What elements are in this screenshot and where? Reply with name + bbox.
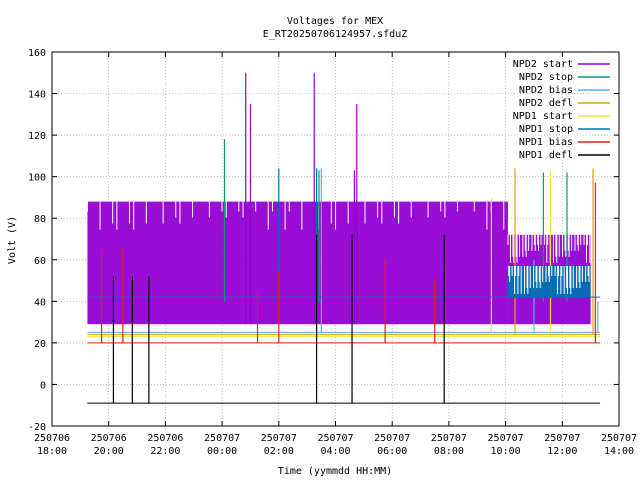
legend-label: NPD1 bias: [519, 137, 573, 148]
series-npd1-defl: [87, 234, 601, 404]
legend-label: NPD2 start: [513, 59, 573, 70]
series-npd2-start: [86, 72, 591, 325]
x-axis-label: Time (yymmdd HH:MM): [278, 466, 392, 477]
y-tick-label: 160: [28, 48, 46, 59]
series-npd2-defl: [87, 168, 601, 336]
legend-label: NPD2 defl: [519, 98, 573, 109]
y-tick-label: -20: [28, 422, 46, 433]
legend-label: NPD1 start: [513, 111, 573, 122]
legend: NPD2 start NPD2 stop NPD2 bias NPD2 defl NPD…: [513, 59, 610, 161]
y-axis-label: Volt (V): [7, 216, 18, 264]
x-tick-label-date: 250707: [544, 433, 580, 444]
x-tick-label-date: 250707: [431, 433, 467, 444]
plot-data: [86, 72, 601, 404]
x-tick-label-date: 250707: [317, 433, 353, 444]
x-tick-label-time: 14:00: [604, 446, 634, 457]
y-tick-label: 60: [34, 256, 46, 267]
series-npd1-stop: [87, 168, 601, 298]
chart-subtitle: E_RT20250706124957.sfduZ: [263, 29, 408, 40]
x-tick-label-time: 00:00: [207, 446, 237, 457]
axis-ticks: -20 0 20 40 60 80 100 120 140 160 250706 18:00 25070…: [28, 48, 637, 457]
x-tick-label-time: 12:00: [547, 446, 577, 457]
y-tick-label: 0: [40, 380, 46, 391]
x-tick-label-time: 10:00: [491, 446, 521, 457]
x-tick-label-time: 22:00: [150, 446, 180, 457]
y-tick-label: 120: [28, 131, 46, 142]
legend-label: NPD2 stop: [519, 72, 573, 83]
x-tick-label-time: 02:00: [264, 446, 294, 457]
y-tick-label: 100: [28, 173, 46, 184]
y-tick-label: 20: [34, 339, 46, 350]
legend-label: NPD1 stop: [519, 124, 573, 135]
x-tick-label-date: 250707: [261, 433, 297, 444]
legend-label: NPD2 bias: [519, 85, 573, 96]
x-tick-label-time: 20:00: [94, 446, 124, 457]
x-tick-label-time: 08:00: [434, 446, 464, 457]
y-tick-label: 140: [28, 90, 46, 101]
x-tick-label-date: 250707: [601, 433, 637, 444]
x-tick-label-time: 18:00: [37, 446, 67, 457]
y-tick-label: 40: [34, 297, 46, 308]
x-tick-label-date: 250707: [374, 433, 410, 444]
x-tick-label-date: 250706: [91, 433, 127, 444]
chart-title: Voltages for MEX: [287, 16, 383, 27]
series-npd1-bias: [87, 182, 601, 344]
series-band: [87, 201, 508, 325]
x-tick-label-date: 250707: [488, 433, 524, 444]
series-npd1-start: [87, 170, 601, 338]
x-tick-label-date: 250706: [147, 433, 183, 444]
legend-label: NPD1 defl: [519, 150, 573, 161]
x-tick-label-date: 250706: [34, 433, 70, 444]
x-tick-label-time: 06:00: [377, 446, 407, 457]
y-tick-label: 80: [34, 214, 46, 225]
x-tick-label-time: 04:00: [320, 446, 350, 457]
x-tick-label-date: 250707: [204, 433, 240, 444]
